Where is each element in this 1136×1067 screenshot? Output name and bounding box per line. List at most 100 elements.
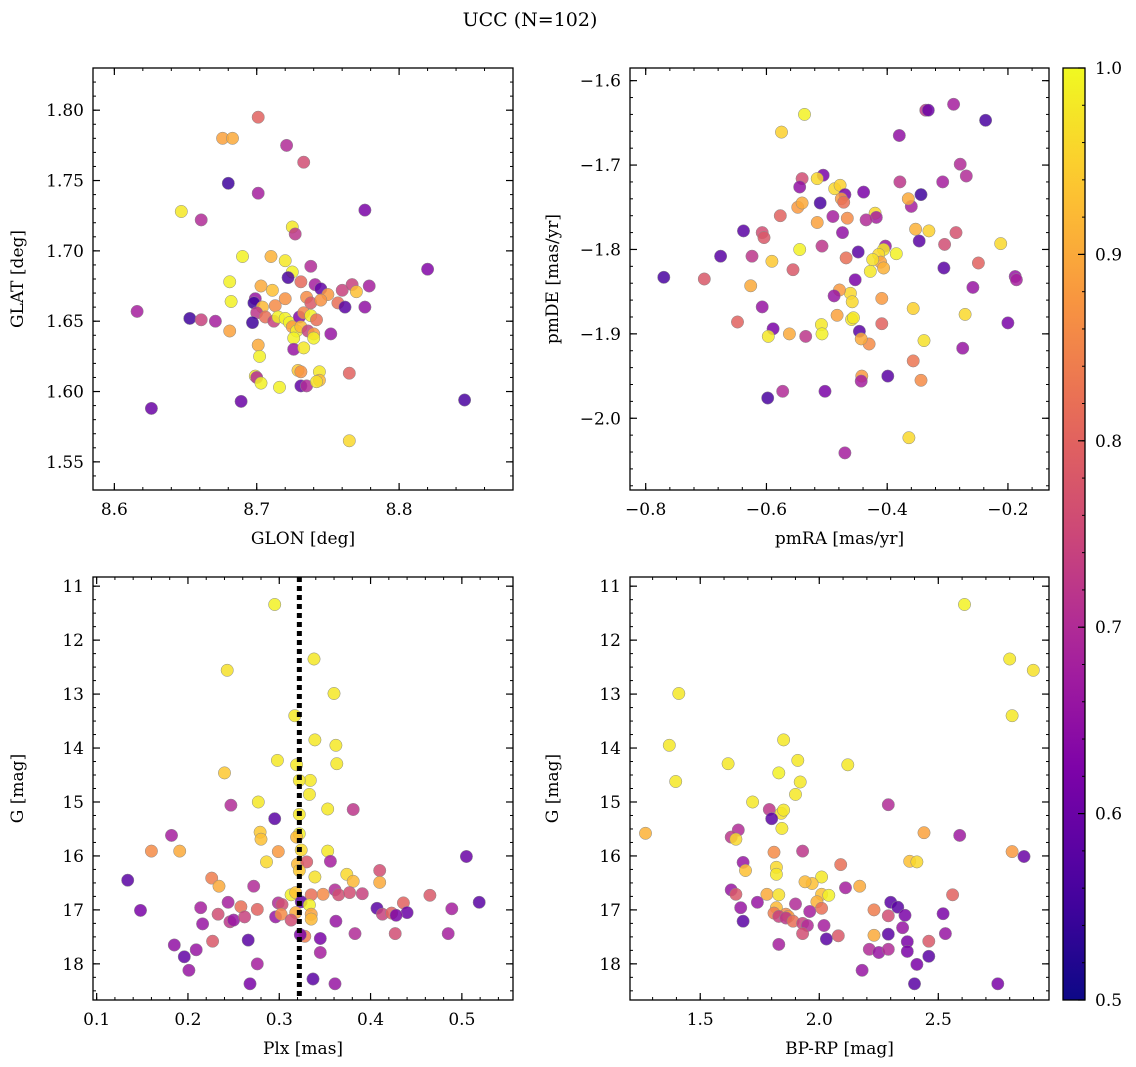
data-point [936,175,950,189]
y-tick-label: −1.8 [580,240,621,260]
data-point [388,927,402,941]
data-point [327,687,341,700]
data-point [130,304,144,318]
data-point [910,855,924,869]
data-point [772,766,786,780]
data-point [253,349,267,363]
data-point [243,977,257,991]
data-point [799,329,813,343]
data-point [761,391,775,405]
y-tick-label: 16 [599,847,621,867]
data-point [795,196,809,210]
data-point [373,875,387,889]
data-point [922,224,936,238]
y-tick-label: 15 [62,793,84,813]
data-point [271,845,285,859]
data-point [1001,316,1015,330]
data-point [294,275,308,289]
y-tick-label: 18 [62,955,84,975]
data-point [922,934,936,948]
data-point [881,909,895,923]
data-point [772,937,786,951]
x-tick-label: 0.4 [357,1010,384,1030]
data-point [959,169,973,183]
data-point [144,844,158,858]
data-point [310,375,323,389]
data-point [174,205,188,218]
data-point [815,901,829,915]
data-point [994,237,1008,251]
data-point [898,908,912,922]
data-point [737,224,750,238]
data-point [734,901,748,915]
data-point [745,249,759,263]
data-point [822,888,836,902]
data-point [750,895,764,909]
data-point [268,598,282,611]
data-point [744,279,758,293]
data-point [121,873,135,887]
data-point [264,250,278,263]
y-tick-label: −1.9 [580,325,621,345]
data-point [251,338,265,352]
colorbar-tick-label: 0.9 [1095,245,1122,265]
data-point [177,950,191,964]
data-point [321,802,335,816]
scatter-points [130,110,472,448]
data-point [765,254,779,268]
data-point [313,932,327,945]
data-point [224,798,238,812]
data-point [338,300,352,314]
data-point [221,176,235,190]
data-point [346,874,360,888]
data-point [958,598,971,611]
y-tick-label: 11 [599,577,621,597]
data-point [212,879,226,893]
data-point [273,380,286,394]
data-point [697,272,711,286]
data-point [205,871,219,885]
data-point [782,327,796,341]
x-tick-label: −0.8 [625,500,666,520]
data-point [173,844,187,858]
data-point [901,192,915,206]
data-point [909,222,923,236]
y-axis-label: GLAT [deg] [8,230,28,328]
data-point [867,903,881,917]
data-point [349,285,363,299]
data-point [330,757,344,771]
data-point [786,263,800,277]
data-point [859,213,873,227]
data-point [302,787,316,801]
data-point [757,231,771,245]
colorbar-gradient [1063,68,1085,1000]
data-point [314,293,328,307]
data-point [218,766,231,780]
data-point [459,850,473,863]
data-point [949,226,963,240]
y-tick-label: 17 [62,901,84,921]
x-tick-label: 0.5 [448,1010,475,1030]
data-point [165,828,178,842]
data-point [238,910,252,924]
y-tick-label: 16 [62,847,84,867]
data-point [817,919,831,932]
y-tick-label: 1.80 [46,101,84,121]
data-point [839,251,853,265]
data-point [251,186,265,200]
data-point [672,687,686,700]
data-point [284,913,298,927]
data-point [863,264,877,278]
data-point [281,271,295,285]
data-point [793,243,807,256]
data-point [304,259,318,273]
colorbar-tick-label: 1.0 [1095,59,1122,79]
data-point [194,901,208,915]
data-point [767,845,781,859]
data-point [268,812,282,826]
data-point [826,210,840,223]
data-point [221,895,235,909]
data-point [815,239,829,253]
data-point [729,832,743,846]
